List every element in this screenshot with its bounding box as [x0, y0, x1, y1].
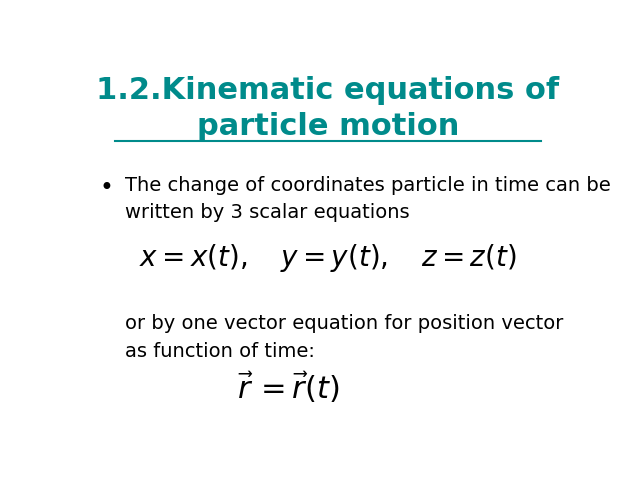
Text: $x = x(t), \quad y = y(t), \quad z = z(t)$: $x = x(t), \quad y = y(t), \quad z = z(t… — [140, 242, 516, 275]
Text: $\vec{r}\, = \vec{r}(t)$: $\vec{r}\, = \vec{r}(t)$ — [237, 370, 340, 405]
Text: or by one vector equation for position vector
as function of time:: or by one vector equation for position v… — [125, 314, 563, 361]
Text: 1.2.Kinematic equations of
particle motion: 1.2.Kinematic equations of particle moti… — [97, 76, 559, 141]
Text: •: • — [100, 176, 114, 200]
Text: The change of coordinates particle in time can be
written by 3 scalar equations: The change of coordinates particle in ti… — [125, 176, 611, 222]
